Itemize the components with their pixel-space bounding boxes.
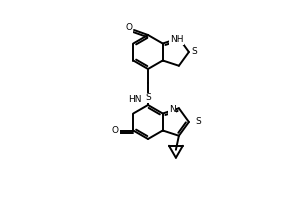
Text: O: O [125,23,133,32]
Text: S: S [191,47,197,56]
Text: N: N [169,105,176,114]
Text: O: O [112,126,119,135]
Text: S: S [195,117,201,127]
Text: NH: NH [170,35,183,44]
Text: S: S [145,94,151,102]
Text: HN: HN [128,96,142,104]
